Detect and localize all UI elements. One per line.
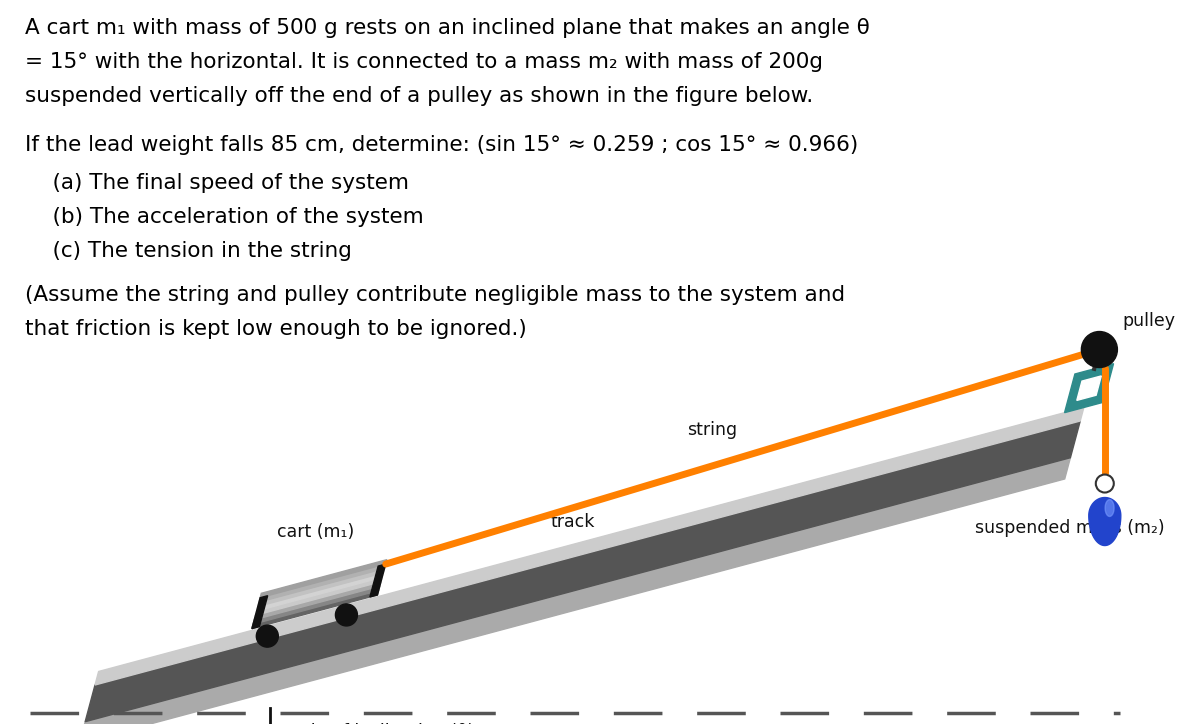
Text: string: string <box>688 421 738 439</box>
Text: suspended vertically off the end of a pulley as shown in the figure below.: suspended vertically off the end of a pu… <box>25 86 814 106</box>
Text: pulley: pulley <box>1122 311 1175 329</box>
Polygon shape <box>260 560 386 598</box>
Polygon shape <box>85 421 1080 722</box>
Polygon shape <box>252 591 379 628</box>
Text: angle of inclination (θ): angle of inclination (θ) <box>278 723 474 724</box>
Polygon shape <box>253 586 379 624</box>
Text: (b) The acceleration of the system: (b) The acceleration of the system <box>25 207 424 227</box>
Text: track: track <box>551 513 595 531</box>
Text: (a) The final speed of the system: (a) The final speed of the system <box>25 173 409 193</box>
Text: = 15° with the horizontal. It is connected to a mass m₂ with mass of 200g: = 15° with the horizontal. It is connect… <box>25 52 823 72</box>
Polygon shape <box>370 564 385 597</box>
Circle shape <box>1096 474 1114 492</box>
Polygon shape <box>258 568 384 607</box>
Polygon shape <box>79 458 1070 724</box>
Text: (c) The tension in the string: (c) The tension in the string <box>25 241 352 261</box>
Polygon shape <box>252 596 268 628</box>
Text: cart (m₁): cart (m₁) <box>277 523 354 542</box>
Polygon shape <box>1088 497 1121 545</box>
Polygon shape <box>1105 500 1114 516</box>
Circle shape <box>336 604 358 626</box>
Polygon shape <box>1076 376 1102 400</box>
Polygon shape <box>259 564 385 602</box>
Polygon shape <box>1064 363 1114 413</box>
Circle shape <box>1081 332 1117 368</box>
Text: If the lead weight falls 85 cm, determine: (sin 15° ≈ 0.259 ; cos 15° ≈ 0.966): If the lead weight falls 85 cm, determin… <box>25 135 858 155</box>
Text: (Assume the string and pulley contribute negligible mass to the system and: (Assume the string and pulley contribute… <box>25 285 845 305</box>
Polygon shape <box>95 408 1084 685</box>
Polygon shape <box>257 573 383 611</box>
Text: A cart m₁ with mass of 500 g rests on an inclined plane that makes an angle θ: A cart m₁ with mass of 500 g rests on an… <box>25 18 870 38</box>
Circle shape <box>257 625 278 647</box>
Polygon shape <box>254 581 380 620</box>
Polygon shape <box>256 577 382 615</box>
Text: suspended mass (m₂): suspended mass (m₂) <box>974 518 1164 536</box>
Text: that friction is kept low enough to be ignored.): that friction is kept low enough to be i… <box>25 319 527 339</box>
